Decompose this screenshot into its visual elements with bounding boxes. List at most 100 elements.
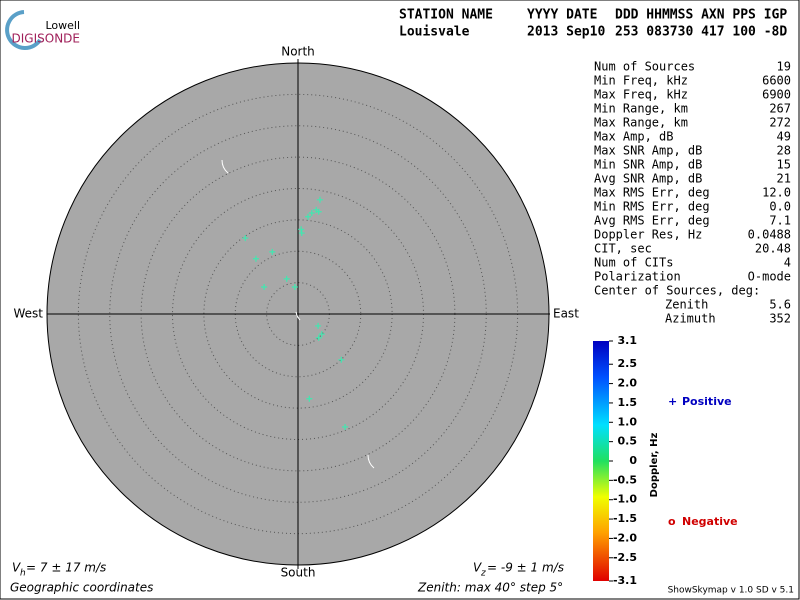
velocity-symbol: V [473,561,482,575]
colorbar-label: 3.1 [618,334,638,347]
direction: North [281,45,315,59]
stat-label: Doppler Res, Hz [594,228,702,242]
source-point [242,235,249,242]
direction: South [281,566,316,580]
header-text: 2013 Sep10 [527,25,605,40]
colorbar-label: -0.5 [613,473,637,486]
stat-label: Num of CITs [594,256,673,270]
stat-label: Azimuth [665,312,716,326]
header-text: YYYY DATE [527,8,597,23]
legend-text: Negative [682,515,738,528]
legend-symbol: o [668,515,676,528]
colorbar-label: 2.5 [618,357,638,370]
legend-text: Positive [682,395,732,408]
source-point [261,284,268,291]
stat-label: Zenith [665,298,708,312]
stat-value: 19 [777,60,791,74]
colorbar-label: 1.5 [618,396,638,409]
stat-label: Min Range, km [594,102,688,116]
colorbar-label: -3.1 [613,574,637,587]
source-point [315,322,322,329]
stat-value: 21 [777,172,791,186]
stat-label: Min Freq, kHz [594,74,688,88]
stat-label: Max RMS Err, deg [594,186,710,200]
stat-value: 6900 [762,88,791,102]
stat-label: Avg SNR Amp, dB [594,172,702,186]
stat-label: Max Amp, dB [594,130,673,144]
header-text: DDD HHMMSS AXN PPS IGP [615,8,787,23]
stat-label: Max Range, km [594,116,688,130]
trace [221,159,375,469]
source-point [316,196,323,203]
colorbar-label: 0 [629,454,637,467]
source-point [318,331,325,338]
colorbar-title: Doppler, Hz [649,433,660,498]
stat-label: Num of Sources [594,60,695,74]
direction: West [13,307,43,321]
source-point [315,334,322,341]
stat-label: Max Freq, kHz [594,88,688,102]
source-point [305,213,312,220]
colorbar-label: -1.5 [613,512,637,525]
colorbar-label: -1.0 [613,493,637,506]
velocity-sub: z [480,569,486,579]
stat-value: 15 [777,158,791,172]
header-text: Louisvale [399,25,470,40]
stat-label: Min SNR Amp, dB [594,158,702,172]
header-text: 253 083730 417 100 -8D [615,25,787,40]
stat-label: CIT, sec [594,242,652,256]
stat-value: 0.0488 [748,228,791,242]
stat-value: O-mode [748,270,791,284]
source-point [291,284,298,291]
source-point [342,423,349,430]
legend-symbol: + [668,395,677,408]
stat-label: Polarization [594,270,681,284]
stat-value: 12.0 [762,186,791,200]
source-point [269,248,276,255]
logo-bottom: DIGISONDE [12,32,80,46]
header-text: STATION NAME [399,8,493,23]
source-point [252,255,259,262]
footer-left: Geographic coordinates [10,581,153,595]
direction: East [553,307,579,321]
stat-value: 49 [777,130,791,144]
source-point [298,226,305,233]
colorbar-label: 2.0 [618,377,638,390]
footer-right: ShowSkymap v 1.0 SD v 5.1 [668,586,794,596]
velocity-symbol: V [12,561,21,575]
footer-middle: Zenith: max 40° step 5° [417,581,563,595]
colorbar-label: -2.5 [613,551,637,564]
plot [46,59,550,569]
source-point [283,275,290,282]
logo-top: Lowell [45,19,80,32]
stat-value: 20.48 [755,242,791,256]
stat-value: 28 [777,144,791,158]
stat-value: 5.6 [769,298,791,312]
stat-value: 7.1 [769,214,791,228]
stat-value: 267 [769,102,791,116]
source-point [298,230,305,237]
stat-label: Max SNR Amp, dB [594,144,702,158]
velocity-text: = 7 ± 17 m/s [26,561,106,575]
source-point [315,208,322,215]
stat-label: Center of Sources, deg: [594,284,760,298]
velocity-text: = -9 ± 1 m/s [487,561,564,575]
stat-label: Avg RMS Err, deg [594,214,710,228]
velocity-sub: h [20,569,26,579]
stat-value: 272 [769,116,791,130]
stat-value: 4 [784,256,791,270]
colorbar [593,341,609,581]
colorbar-label: 1.0 [618,415,638,428]
source-point [306,395,313,402]
logo-arc [5,10,42,50]
source-point [308,209,315,216]
colorbar-label: 0.5 [618,435,638,448]
stat-value: 352 [769,312,791,326]
colorbar-label: -2.0 [613,531,637,544]
stat-value: 6600 [762,74,791,88]
stat-value: 0.0 [769,200,791,214]
stat-label: Min RMS Err, deg [594,200,710,214]
source-point [338,356,345,363]
